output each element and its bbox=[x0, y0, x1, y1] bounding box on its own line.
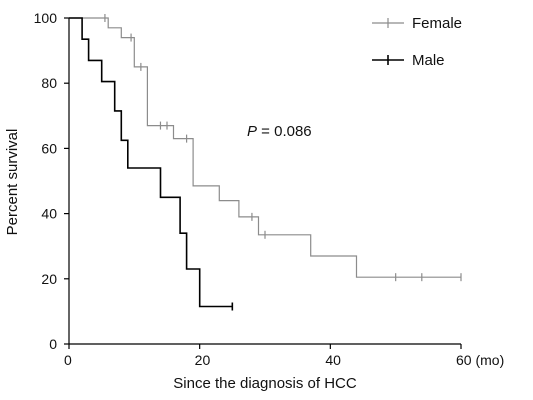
x-tick-label: 40 bbox=[325, 352, 341, 368]
series-female bbox=[69, 14, 462, 282]
p-value-symbol: P bbox=[247, 123, 257, 140]
y-tick-label: 80 bbox=[41, 75, 57, 91]
survival-curve-female bbox=[69, 17, 461, 278]
p-value-text: = 0.086 bbox=[257, 123, 312, 140]
x-ticks: 0 20 40 60 (mo) bbox=[64, 344, 504, 368]
x-tick-label: 0 bbox=[64, 352, 72, 368]
y-tick-label: 60 bbox=[41, 140, 57, 156]
survival-curve-male bbox=[69, 17, 233, 308]
legend-item-male: Male bbox=[372, 52, 445, 69]
legend-item-female: Female bbox=[372, 15, 462, 32]
y-tick-label: 20 bbox=[41, 271, 57, 287]
legend-label-female: Female bbox=[412, 15, 462, 32]
legend-label-male: Male bbox=[412, 52, 445, 69]
legend: Female Male bbox=[372, 15, 462, 69]
x-tick-label: 20 bbox=[195, 352, 211, 368]
y-tick-label: 40 bbox=[41, 206, 57, 222]
x-axis-title: Since the diagnosis of HCC bbox=[173, 375, 357, 392]
y-tick-label: 100 bbox=[34, 10, 58, 26]
y-tick-label: 0 bbox=[49, 336, 57, 352]
x-tick-label: 60 (mo) bbox=[456, 352, 504, 368]
y-ticks: 0 20 40 60 80 100 bbox=[34, 10, 69, 352]
series-layer bbox=[69, 14, 462, 311]
axes bbox=[68, 18, 461, 345]
series-male bbox=[69, 17, 234, 311]
p-value-annotation: P = 0.086 bbox=[247, 123, 312, 140]
y-axis-title: Percent survival bbox=[4, 129, 21, 236]
